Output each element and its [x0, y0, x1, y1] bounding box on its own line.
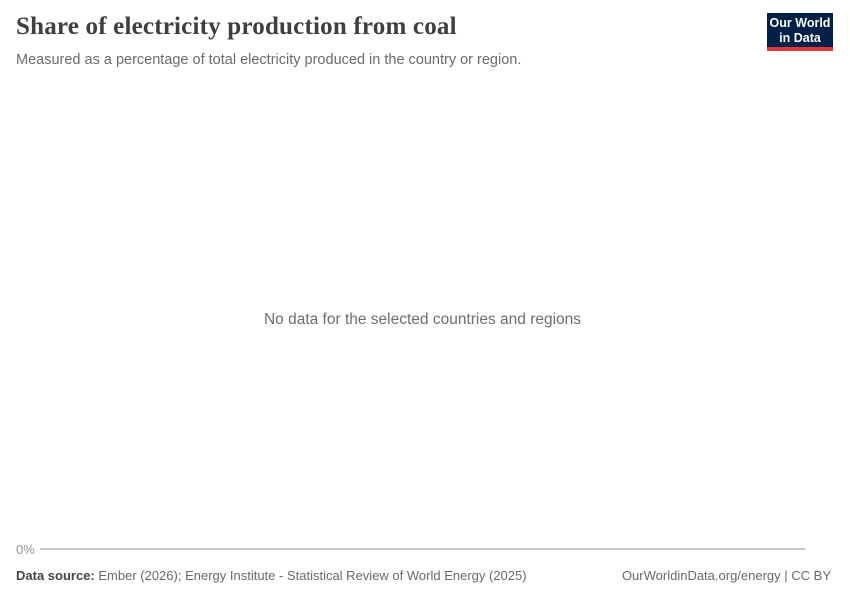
owid-logo-line1: Our World: [769, 16, 831, 30]
chart-subtitle: Measured as a percentage of total electr…: [16, 52, 522, 68]
y-axis-tick-label: 0%: [16, 542, 35, 557]
no-data-message: No data for the selected countries and r…: [263, 311, 582, 328]
chart-title: Share of electricity production from coa…: [16, 13, 457, 40]
license-link[interactable]: OurWorldinData.org/energy | CC BY: [621, 568, 831, 583]
owid-logo[interactable]: Our World in Data: [767, 13, 833, 51]
owid-logo-line2: in Data: [779, 30, 821, 45]
data-source-line[interactable]: Data source: Ember (2026); Energy Instit…: [16, 568, 527, 583]
axis-baseline: [40, 548, 805, 550]
data-source-label: Data source:: [16, 568, 95, 583]
data-source-text: Ember (2026); Energy Institute - Statist…: [94, 568, 527, 583]
